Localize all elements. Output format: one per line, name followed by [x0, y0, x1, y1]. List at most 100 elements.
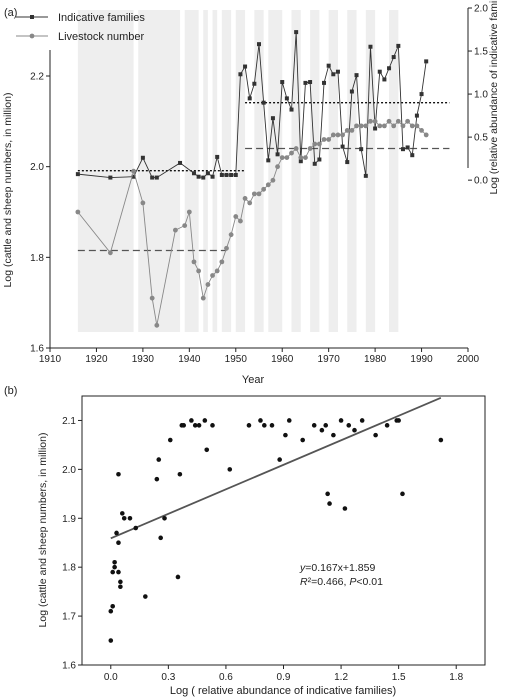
- scatter-point: [396, 418, 401, 423]
- scatter-point: [118, 579, 123, 585]
- x-tick-label: 2000: [457, 354, 480, 365]
- x-tick-label: 1.5: [392, 672, 406, 683]
- data-point: [387, 66, 392, 71]
- data-point: [224, 245, 229, 251]
- data-point: [372, 118, 378, 124]
- data-point: [252, 81, 257, 86]
- data-point: [316, 141, 322, 147]
- x-tick-label: 1990: [410, 354, 433, 365]
- data-point: [219, 259, 225, 265]
- data-point: [382, 77, 387, 82]
- y-tick-label: 1.9: [62, 514, 76, 525]
- x-tick-label: 1.8: [449, 672, 463, 683]
- data-point: [280, 80, 285, 85]
- data-point: [382, 123, 387, 129]
- x-axis-label: Log ( relative abundance of indicative f…: [170, 685, 396, 697]
- scatter-point: [175, 574, 181, 580]
- panel-a-label: (a): [4, 7, 17, 19]
- data-point: [266, 158, 271, 163]
- data-point: [340, 144, 345, 149]
- data-point: [224, 172, 229, 177]
- data-point: [201, 175, 206, 180]
- data-point: [191, 259, 197, 265]
- panel-a-axes: 1910 1920 1930 1940 1950 1960 1970 1980 1990 2000…: [30, 4, 488, 366]
- data-point: [238, 72, 243, 77]
- data-point: [284, 155, 290, 161]
- data-point: [284, 96, 289, 101]
- data-point: [326, 137, 332, 142]
- scatter-point: [202, 418, 208, 423]
- panel-a-series: [75, 30, 429, 328]
- data-point: [303, 80, 308, 85]
- data-point: [424, 59, 429, 64]
- data-point: [149, 295, 155, 301]
- scatter-point: [246, 423, 252, 428]
- shaded-period: [291, 10, 301, 332]
- scatter-point: [108, 608, 114, 614]
- data-point: [75, 172, 80, 177]
- data-point: [214, 268, 220, 274]
- scatter-point: [120, 511, 125, 516]
- x-tick-label: 1970: [318, 354, 341, 365]
- scatter-point: [114, 530, 119, 536]
- scatter-point: [319, 427, 325, 433]
- data-point: [340, 132, 345, 138]
- scatter-point: [158, 535, 163, 541]
- data-point: [308, 80, 313, 85]
- scatter-point: [181, 423, 187, 428]
- data-point: [289, 150, 294, 156]
- scatter-point: [192, 423, 198, 428]
- data-point: [275, 164, 280, 170]
- data-point: [108, 175, 113, 180]
- scatter-point: [283, 432, 288, 438]
- data-point: [354, 73, 359, 78]
- data-point: [377, 69, 382, 74]
- r2-annotation: R²=0.466, P<0.01: [300, 576, 383, 588]
- data-point: [140, 155, 145, 160]
- data-point: [405, 145, 410, 150]
- scatter-point: [110, 604, 116, 609]
- scatter-point: [262, 423, 267, 428]
- x-tick-label: 1940: [178, 354, 201, 365]
- data-point: [330, 132, 336, 138]
- scatter-point: [311, 423, 317, 428]
- scatter-point: [167, 437, 173, 443]
- shaded-period: [389, 10, 399, 332]
- data-point: [307, 146, 313, 151]
- data-point: [200, 295, 206, 301]
- data-point: [154, 175, 159, 180]
- data-point: [275, 152, 280, 157]
- shaded-period: [347, 10, 357, 332]
- data-point: [279, 155, 285, 161]
- scatter-point: [323, 423, 329, 428]
- x-tick-label: 1950: [225, 354, 248, 365]
- legend-label: Indicative families: [58, 12, 145, 24]
- scatter-point: [227, 467, 233, 472]
- data-point: [326, 63, 331, 68]
- data-point: [409, 123, 415, 129]
- y-tick-label-left: 2.2: [30, 72, 44, 83]
- data-point: [349, 127, 355, 133]
- data-point: [257, 42, 261, 47]
- data-point: [205, 282, 211, 287]
- data-point: [186, 209, 192, 215]
- data-point: [321, 137, 327, 142]
- data-point: [312, 141, 318, 147]
- x-tick-label: 0.3: [161, 672, 175, 683]
- data-point: [331, 72, 336, 77]
- data-point: [251, 191, 257, 197]
- shaded-period: [310, 10, 320, 332]
- data-point: [395, 118, 401, 124]
- y-tick-label-right: 1.5: [474, 47, 488, 58]
- x-tick-label: 0.6: [219, 672, 233, 683]
- scatter-point: [438, 437, 444, 443]
- y-tick-label: 1.8: [62, 563, 76, 574]
- data-point: [229, 172, 234, 177]
- data-point: [196, 268, 202, 274]
- regression-line: [110, 397, 442, 540]
- data-point: [270, 177, 276, 183]
- data-point: [131, 174, 136, 179]
- data-point: [261, 100, 266, 105]
- data-point: [298, 159, 303, 164]
